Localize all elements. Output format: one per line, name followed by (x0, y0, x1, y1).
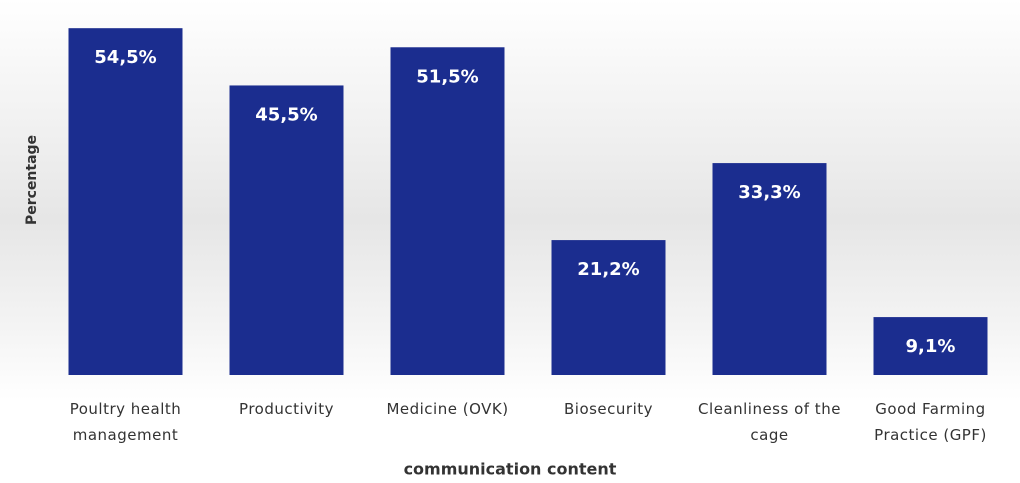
bar (712, 163, 827, 375)
x-tick-label: Cleanliness of the cage (698, 400, 841, 444)
bar (229, 85, 344, 376)
x-tick-label: Productivity (239, 400, 334, 418)
x-axis-title: communication content (404, 460, 617, 479)
data-label: 45,5% (255, 104, 317, 125)
data-label: 51,5% (416, 66, 478, 87)
data-label: 54,5% (94, 47, 156, 68)
bar (390, 47, 505, 375)
y-axis-title: Percentage (24, 135, 40, 225)
bar (68, 28, 183, 375)
data-label: 9,1% (906, 336, 956, 357)
data-label: 21,2% (577, 259, 639, 280)
x-tick-label: Biosecurity (563, 400, 654, 418)
bar (551, 240, 666, 375)
x-tick-label: Poultry health management (69, 400, 182, 444)
data-label: 33,3% (738, 182, 800, 203)
bar (873, 317, 988, 375)
x-tick-label: Medicine (OVK) (386, 400, 509, 418)
x-tick-label: Good Farming Practice (GPF) (874, 400, 987, 444)
